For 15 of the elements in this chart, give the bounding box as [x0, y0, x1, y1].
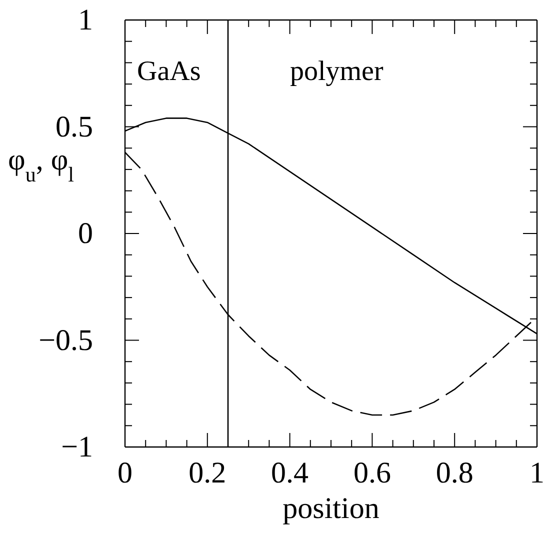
- x-axis-title: position: [282, 492, 380, 525]
- x-tick-label: 0: [118, 456, 132, 490]
- x-tick-label: 0.4: [271, 456, 309, 490]
- annotation: GaAs: [137, 56, 201, 87]
- annotation: polymer: [290, 56, 384, 87]
- x-tick-label: 1: [530, 456, 544, 490]
- x-tick-label: 0.8: [436, 456, 474, 490]
- x-tick-label: 0.2: [188, 456, 226, 490]
- y-tick-label: 0: [78, 217, 93, 250]
- y-tick-label: −1: [61, 430, 93, 464]
- y-tick-label: 0.5: [56, 110, 93, 144]
- x-tick-label: 0.6: [353, 456, 391, 490]
- y-tick-label: −0.5: [38, 324, 93, 357]
- y-axis-title: φ$_{u}$, φ$_{l}$: [8, 143, 74, 186]
- y-tick-label: 1: [78, 4, 93, 37]
